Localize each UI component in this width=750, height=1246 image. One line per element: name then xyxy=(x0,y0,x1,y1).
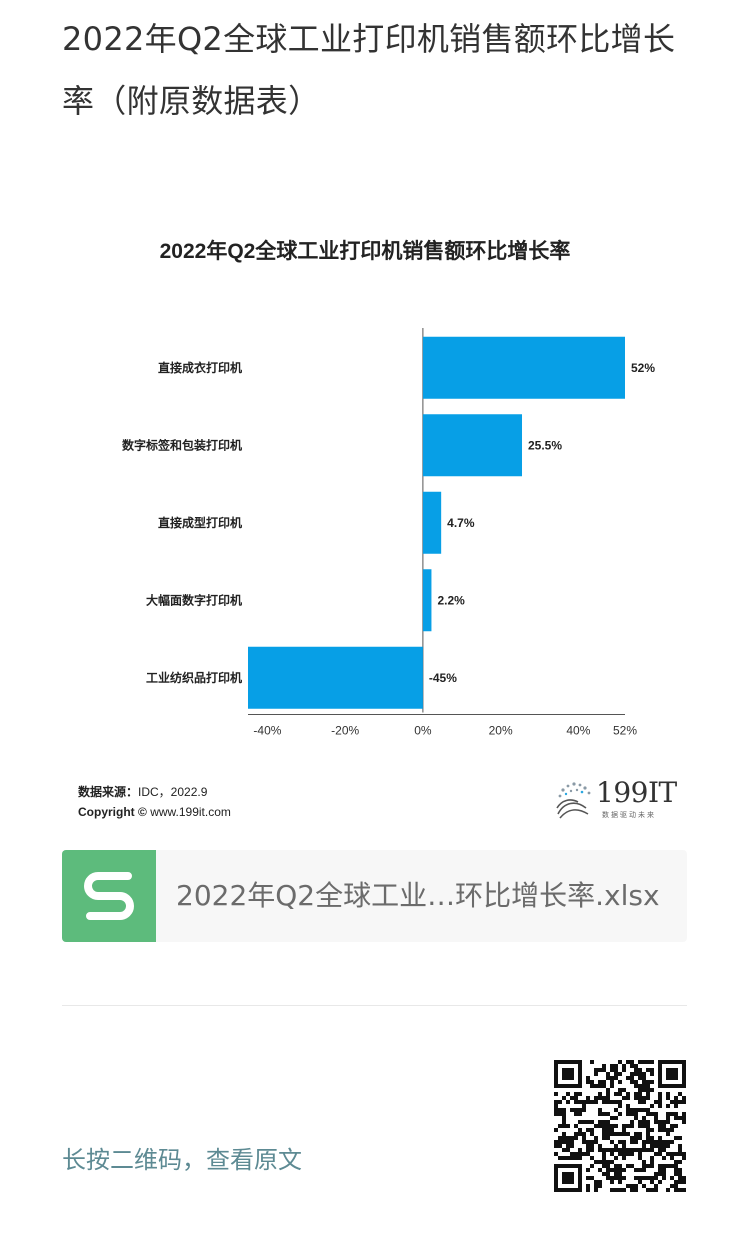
bar-1 xyxy=(422,414,523,477)
chart-title: 2022年Q2全球工业打印机销售额环比增长率 xyxy=(160,239,571,263)
data-source: 数据来源：IDC，2022.9 Copyright © www.199it.co… xyxy=(78,782,231,822)
category-label-0: 直接成衣打印机 xyxy=(158,360,242,375)
category-label-3: 大幅面数字打印机 xyxy=(146,592,242,607)
divider xyxy=(62,1005,687,1006)
x-tick-label-0: -40% xyxy=(253,724,281,738)
qr-code-icon[interactable] xyxy=(554,1060,686,1192)
brand-logo: 199IT 数据驱动未来 xyxy=(552,776,682,824)
qr-caption: 长按二维码，查看原文 xyxy=(62,1146,302,1174)
dandelion-logo-icon xyxy=(556,782,591,819)
brand-name: 199IT xyxy=(596,776,677,809)
bar-3 xyxy=(422,569,432,632)
x-tick-label-2: 0% xyxy=(414,724,432,738)
source-value: IDC，2022.9 xyxy=(138,785,208,799)
copyright-label: Copyright © xyxy=(78,805,147,819)
x-tick-label-5: 52% xyxy=(613,724,637,738)
data-label-0: 52% xyxy=(631,361,655,375)
x-tick-label-1: -20% xyxy=(331,724,359,738)
data-label-1: 25.5% xyxy=(528,438,562,452)
bar-0 xyxy=(422,336,625,399)
x-tick-label-3: 20% xyxy=(489,724,513,738)
bar-2 xyxy=(422,491,442,554)
bar-4 xyxy=(248,646,423,709)
data-label-4: -45% xyxy=(429,671,457,685)
category-label-1: 数字标签和包装打印机 xyxy=(122,437,242,452)
data-label-2: 4.7% xyxy=(447,516,475,530)
bar-chart: 2022年Q2全球工业打印机销售额环比增长率 直接成衣打印机 52% 数字标签和包装… xyxy=(122,239,655,738)
page-title: 2022年Q2全球工业打印机销售额环比增长率（附原数据表） xyxy=(62,20,676,120)
source-label: 数据来源： xyxy=(78,785,139,799)
copyright-value: www.199it.com xyxy=(150,805,231,819)
category-label-2: 直接成型打印机 xyxy=(158,515,242,530)
spreadsheet-s-icon xyxy=(62,850,156,942)
data-label-3: 2.2% xyxy=(437,593,465,607)
chart-image: 2022年Q2全球工业打印机销售额环比增长率 直接成衣打印机 52% 数字标签和包装… xyxy=(62,200,687,840)
category-label-4: 工业纺织品打印机 xyxy=(146,670,242,685)
attachment-card[interactable]: 2022年Q2全球工业…环比增长率.xlsx xyxy=(62,850,687,942)
brand-tagline: 数据驱动未来 xyxy=(602,811,656,819)
attachment-file-name[interactable]: 2022年Q2全球工业…环比增长率.xlsx xyxy=(176,879,660,912)
x-tick-label-4: 40% xyxy=(566,724,590,738)
